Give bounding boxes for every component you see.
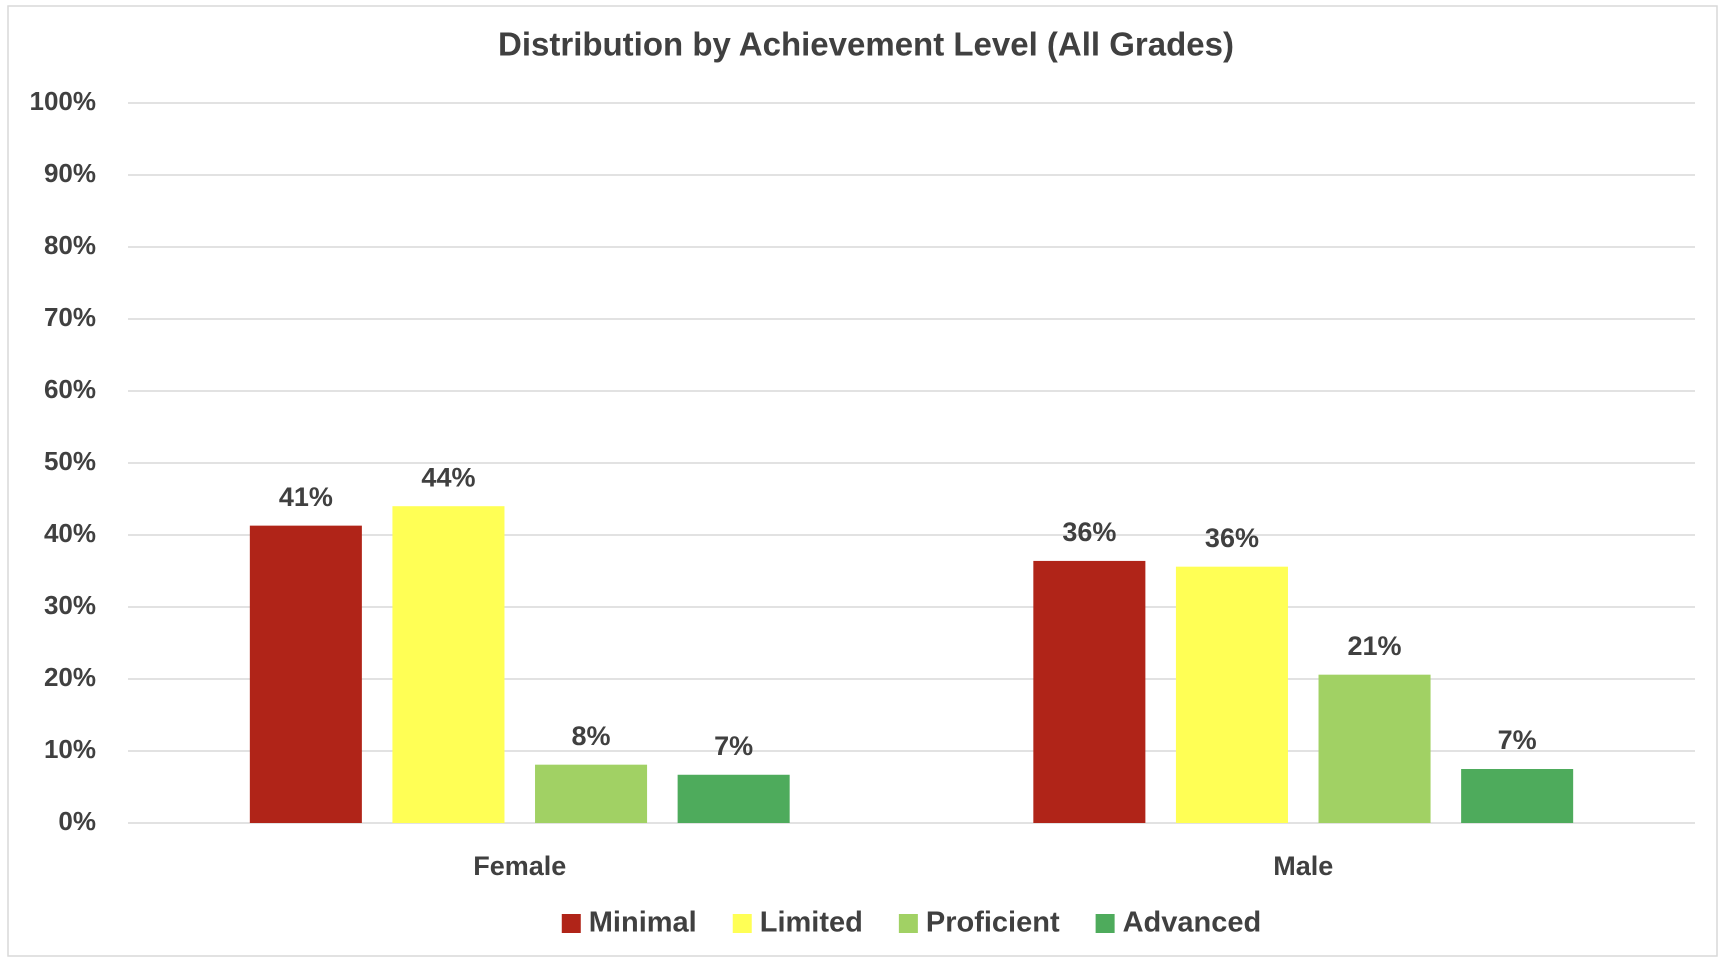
- legend-swatch: [561, 914, 581, 933]
- legend-swatch: [1095, 914, 1115, 933]
- legend-swatch: [898, 914, 918, 933]
- y-tick-label: 40%: [44, 518, 96, 548]
- y-tick-label: 10%: [44, 734, 96, 764]
- x-tick-label: Female: [473, 851, 566, 881]
- y-tick-label: 90%: [44, 158, 96, 188]
- legend-label: Advanced: [1123, 907, 1262, 939]
- x-tick-label: Male: [1273, 851, 1333, 881]
- legend-label: Proficient: [926, 907, 1060, 939]
- y-tick-label: 100%: [30, 86, 97, 116]
- bar: [1461, 769, 1574, 823]
- bar: [1033, 560, 1146, 823]
- y-tick-label: 30%: [44, 590, 96, 620]
- data-label: 44%: [421, 462, 475, 492]
- y-tick-label: 80%: [44, 230, 96, 260]
- y-tick-label: 70%: [44, 302, 96, 332]
- data-label: 7%: [714, 731, 753, 761]
- bar: [1318, 674, 1431, 823]
- data-label: 41%: [279, 482, 333, 512]
- chart-title: Distribution by Achievement Level (All G…: [498, 26, 1234, 63]
- y-tick-label: 60%: [44, 374, 96, 404]
- bar: [1175, 566, 1288, 823]
- legend-swatch: [732, 914, 752, 933]
- data-label: 36%: [1062, 517, 1116, 547]
- legend-label: Minimal: [589, 907, 697, 939]
- data-label: 8%: [572, 721, 611, 751]
- bar: [535, 764, 648, 823]
- data-label: 21%: [1348, 631, 1402, 661]
- y-tick-label: 50%: [44, 446, 96, 476]
- data-label: 7%: [1498, 725, 1537, 755]
- y-tick-label: 20%: [44, 662, 96, 692]
- legend-label: Limited: [760, 907, 863, 939]
- bar: [249, 525, 362, 823]
- bar: [677, 774, 790, 823]
- y-tick-label: 0%: [58, 806, 96, 836]
- data-label: 36%: [1205, 523, 1259, 553]
- bar: [392, 506, 505, 823]
